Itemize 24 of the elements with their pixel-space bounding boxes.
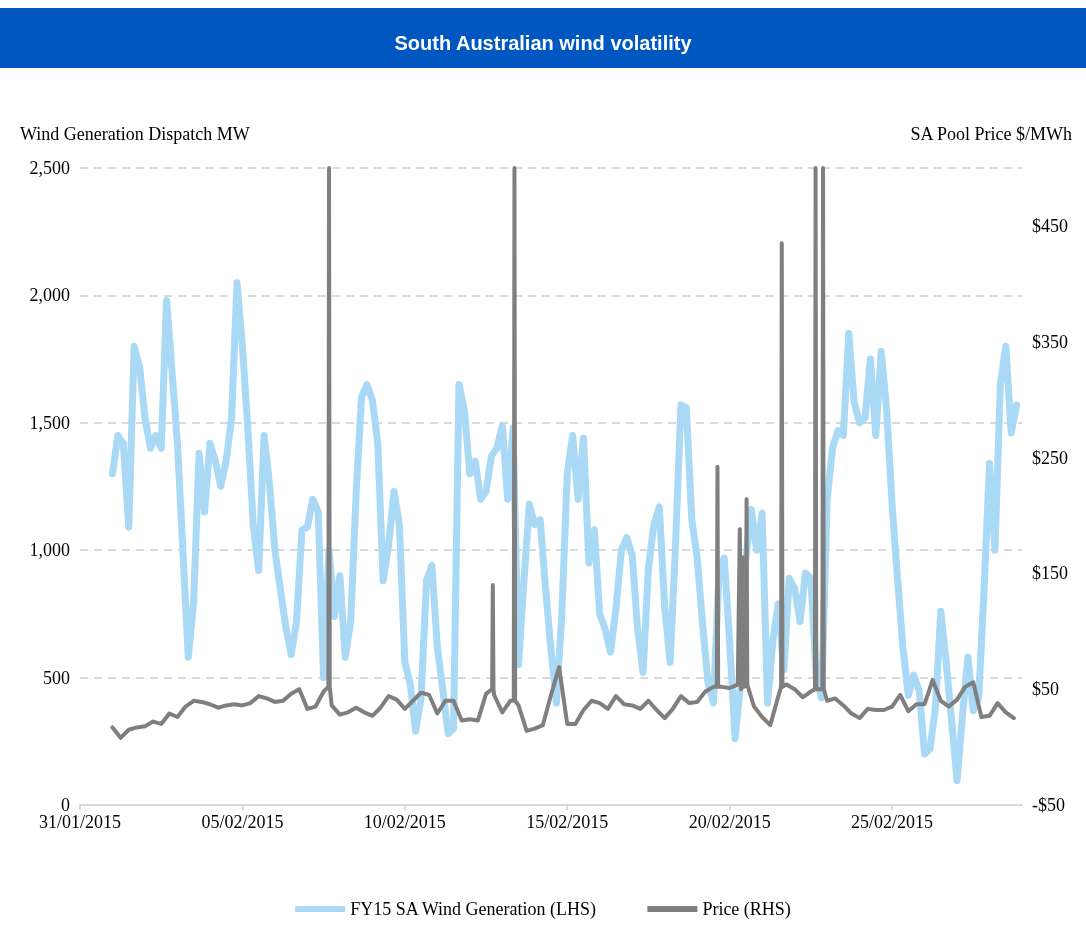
line-series (110, 166, 1016, 740)
y2-tick-label: -$50 (1032, 795, 1065, 815)
y-tick-label: 2,000 (29, 285, 70, 306)
y-tick-label: 1,000 (29, 540, 70, 561)
y-tick-label: 1,500 (29, 412, 70, 433)
y2-axis-title: SA Pool Price $/MWh (910, 124, 1072, 144)
x-tick-label: 20/02/2015 (688, 812, 771, 832)
y-axis-title: Wind Generation Dispatch MW (20, 124, 250, 144)
y-tick-label: 500 (43, 667, 70, 688)
y2-tick-label: $350 (1032, 331, 1068, 352)
x-tick-label: 15/02/2015 (526, 812, 609, 832)
x-tick-label: 05/02/2015 (201, 812, 284, 832)
x-tick-label: 10/02/2015 (363, 812, 446, 832)
x-tick-label: 25/02/2015 (851, 812, 934, 832)
y2-tick-label: $450 (1032, 215, 1068, 236)
y-tick-label: 2,500 (29, 158, 70, 178)
x-tick-label: 31/01/2015 (38, 812, 122, 832)
y2-tick-label: $50 (1032, 679, 1059, 700)
legend-label: Price (RHS) (702, 899, 791, 920)
chart-title: South Australian wind volatility (394, 32, 693, 54)
legend-label: FY15 SA Wind Generation (LHS) (350, 899, 597, 920)
y2-tick-label: $150 (1032, 563, 1068, 584)
y2-tick-label: $250 (1032, 447, 1068, 468)
y-tick-label: 0 (61, 795, 70, 815)
